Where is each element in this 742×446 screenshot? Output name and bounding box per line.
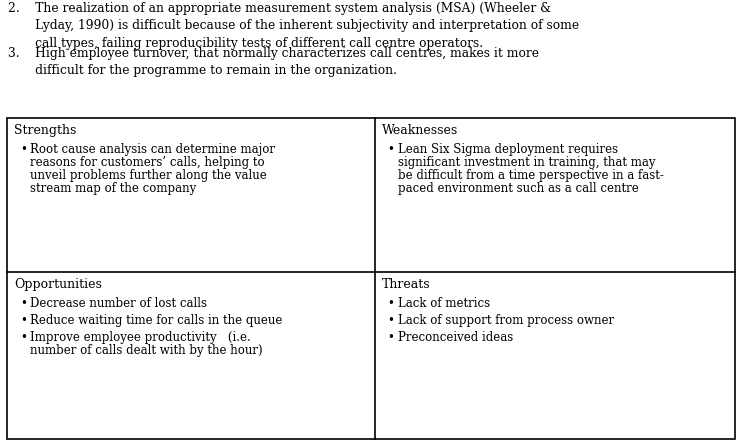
Text: Reduce waiting time for calls in the queue: Reduce waiting time for calls in the que… <box>30 314 283 327</box>
Text: Lack of support from process owner: Lack of support from process owner <box>398 314 614 327</box>
Text: paced environment such as a call centre: paced environment such as a call centre <box>398 182 638 195</box>
Text: Decrease number of lost calls: Decrease number of lost calls <box>30 297 208 310</box>
Text: 2.    The realization of an appropriate measurement system analysis (MSA) (Wheel: 2. The realization of an appropriate mea… <box>8 2 579 50</box>
Text: •: • <box>388 143 395 156</box>
Text: 3.    High employee turnover, that normally characterizes call centres, makes it: 3. High employee turnover, that normally… <box>8 46 539 77</box>
Text: •: • <box>388 314 395 327</box>
Text: •: • <box>21 331 27 344</box>
Text: Opportunities: Opportunities <box>14 278 102 291</box>
Text: Improve employee productivity   (i.e.: Improve employee productivity (i.e. <box>30 331 252 344</box>
Bar <box>7 118 735 439</box>
Text: stream map of the company: stream map of the company <box>30 182 197 195</box>
Text: Lack of metrics: Lack of metrics <box>398 297 490 310</box>
Text: Root cause analysis can determine major: Root cause analysis can determine major <box>30 143 275 156</box>
Text: •: • <box>388 331 395 344</box>
Text: Strengths: Strengths <box>14 124 76 137</box>
Text: Lean Six Sigma deployment requires: Lean Six Sigma deployment requires <box>398 143 618 156</box>
Text: reasons for customers’ calls, helping to: reasons for customers’ calls, helping to <box>30 156 265 169</box>
Text: •: • <box>21 143 27 156</box>
Text: Weaknesses: Weaknesses <box>381 124 458 137</box>
Text: be difficult from a time perspective in a fast-: be difficult from a time perspective in … <box>398 169 663 182</box>
Text: unveil problems further along the value: unveil problems further along the value <box>30 169 267 182</box>
Text: Threats: Threats <box>381 278 430 291</box>
Text: Preconceived ideas: Preconceived ideas <box>398 331 513 344</box>
Text: •: • <box>21 297 27 310</box>
Text: •: • <box>388 297 395 310</box>
Text: significant investment in training, that may: significant investment in training, that… <box>398 156 655 169</box>
Text: •: • <box>21 314 27 327</box>
Text: number of calls dealt with by the hour): number of calls dealt with by the hour) <box>30 344 263 357</box>
